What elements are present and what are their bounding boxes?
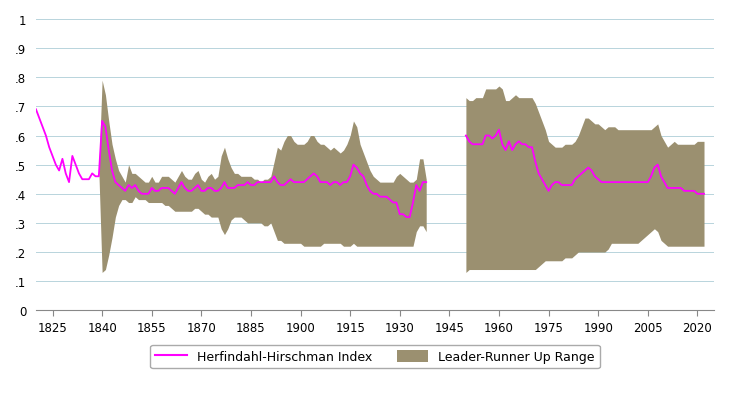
Legend: Herfindahl-Hirschman Index, Leader-Runner Up Range: Herfindahl-Hirschman Index, Leader-Runne… bbox=[150, 345, 599, 368]
